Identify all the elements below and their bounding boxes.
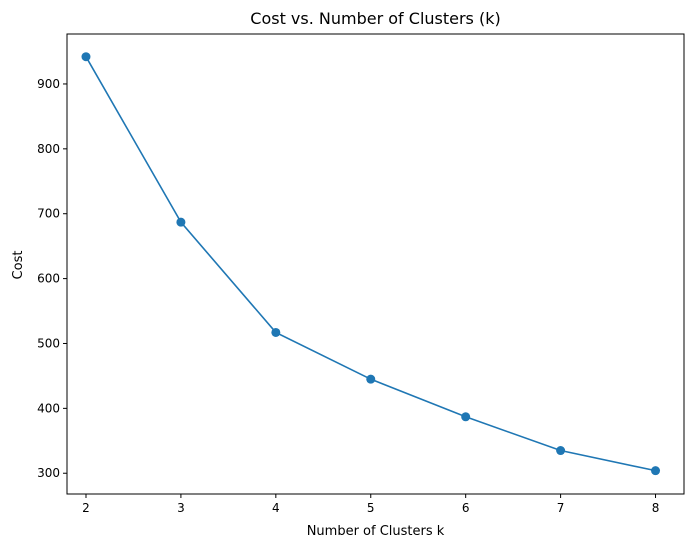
y-tick-label: 800 <box>37 142 60 156</box>
data-point <box>461 412 471 422</box>
y-tick-label: 600 <box>37 272 60 286</box>
y-axis-ticks: 300 400 500 600 700 800 900 <box>37 77 67 480</box>
x-axis-label: Number of Clusters k <box>307 524 445 539</box>
x-tick-label: 6 <box>462 501 470 515</box>
x-tick-label: 3 <box>177 501 185 515</box>
data-point <box>651 466 661 476</box>
plot-area <box>66 33 685 495</box>
x-axis-ticks: 2 3 4 5 6 7 8 <box>82 494 659 515</box>
y-axis-label: Cost <box>11 251 26 280</box>
y-tick-label: 900 <box>37 77 60 91</box>
x-tick-label: 5 <box>367 501 375 515</box>
data-point <box>81 52 91 62</box>
series-layer <box>81 52 661 476</box>
plot-frame <box>66 33 685 495</box>
x-tick-label: 4 <box>272 501 280 515</box>
y-tick-label: 300 <box>37 466 60 480</box>
x-tick-label: 2 <box>82 501 90 515</box>
x-tick-label: 8 <box>652 501 660 515</box>
y-tick-label: 500 <box>37 336 60 350</box>
data-point <box>271 327 281 337</box>
y-tick-label: 400 <box>37 401 60 415</box>
y-tick-label: 700 <box>37 207 60 221</box>
chart-title: Cost vs. Number of Clusters (k) <box>250 9 500 28</box>
data-point <box>556 446 566 456</box>
data-point <box>366 374 376 384</box>
data-point <box>176 217 186 227</box>
x-tick-label: 7 <box>557 501 565 515</box>
